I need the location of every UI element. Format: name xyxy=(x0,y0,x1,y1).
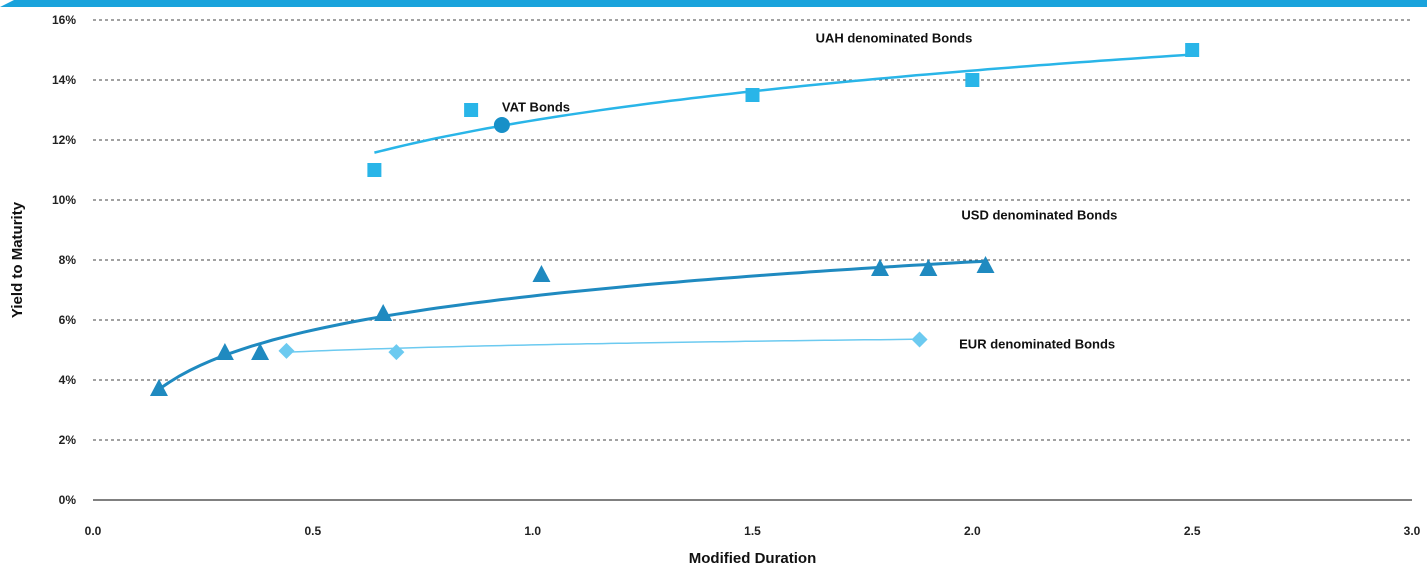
x-tick-label: 2.0 xyxy=(964,524,981,538)
header-accent-notch xyxy=(0,0,14,7)
gridlines xyxy=(93,19,1412,441)
y-tick-label: 2% xyxy=(59,433,77,447)
vat-bond-point xyxy=(493,117,510,133)
x-tick-label: 3.0 xyxy=(1404,524,1421,538)
usd-bond-point xyxy=(871,259,890,276)
y-tick-label: 14% xyxy=(52,73,76,87)
x-axis-title: Modified Duration xyxy=(689,550,817,567)
uah-trend-line xyxy=(374,53,1193,154)
x-tick-label: 2.5 xyxy=(1184,524,1201,538)
uah-bond-point xyxy=(965,73,980,87)
x-axis-tick-labels: 0.0 0.5 1.0 1.5 2.0 2.5 3.0 xyxy=(85,524,1421,538)
vat-series-label: VAT Bonds xyxy=(502,100,570,115)
uah-bond-point xyxy=(367,163,382,177)
usd-series-label: USD denominated Bonds xyxy=(961,208,1117,223)
usd-bond-point xyxy=(976,256,995,273)
x-tick-label: 0.0 xyxy=(85,524,102,538)
uah-series-label: UAH denominated Bonds xyxy=(816,31,973,46)
y-axis-title: Yield to Maturity xyxy=(9,201,26,318)
uah-bond-point xyxy=(464,103,479,117)
series-labels: UAH denominated Bonds VAT Bonds USD denomi… xyxy=(502,31,1118,352)
eur-bond-point xyxy=(388,344,405,361)
x-tick-label: 0.5 xyxy=(304,524,321,538)
y-tick-label: 16% xyxy=(52,13,76,27)
y-tick-label: 0% xyxy=(59,493,77,507)
eur-trend-line xyxy=(286,338,920,354)
x-tick-label: 1.0 xyxy=(524,524,541,538)
eur-bond-point xyxy=(911,331,928,348)
usd-trend-line xyxy=(158,259,986,391)
eur-bond-point xyxy=(278,342,295,359)
uah-bond-point xyxy=(1185,43,1200,57)
usd-bond-point xyxy=(919,259,938,276)
usd-bond-point xyxy=(532,265,551,282)
y-tick-label: 10% xyxy=(52,193,76,207)
uah-bond-point xyxy=(745,88,760,102)
trend-lines xyxy=(158,53,1193,391)
usd-bond-point xyxy=(215,343,234,360)
eur-series-label: EUR denominated Bonds xyxy=(959,337,1115,352)
y-axis-tick-labels: 0% 2% 4% 6% 8% 10% 12% 14% 16% xyxy=(52,13,76,507)
usd-bond-point xyxy=(374,304,393,321)
header-accent-bar xyxy=(0,0,1427,7)
data-points xyxy=(149,43,1200,396)
y-tick-label: 6% xyxy=(59,313,77,327)
usd-bond-point xyxy=(149,379,168,396)
y-tick-label: 12% xyxy=(52,133,76,147)
y-tick-label: 4% xyxy=(59,373,77,387)
usd-bond-point xyxy=(251,343,270,360)
x-tick-label: 1.5 xyxy=(744,524,761,538)
y-tick-label: 8% xyxy=(59,253,77,267)
